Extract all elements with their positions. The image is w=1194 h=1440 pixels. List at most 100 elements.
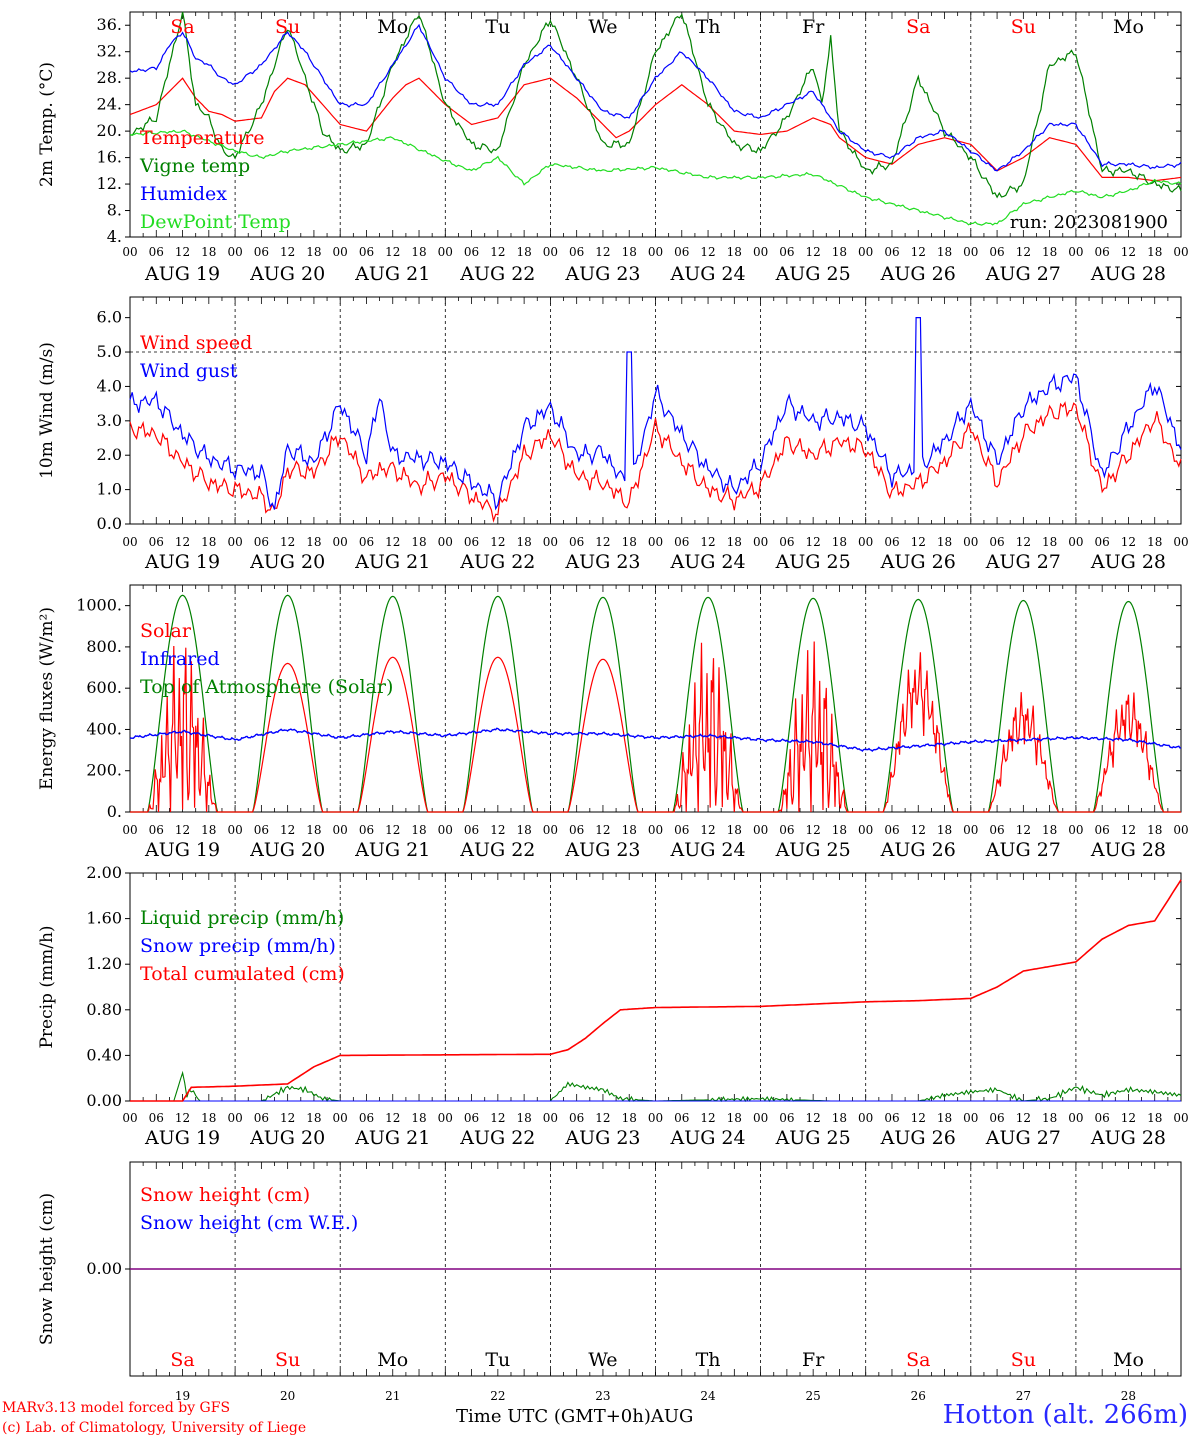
date-label: AUG 25 (775, 1127, 851, 1149)
hour-tick-label: 12 (1016, 823, 1031, 837)
series-solar (130, 641, 1181, 813)
y-tick-label: 1.0 (97, 480, 122, 499)
hour-tick-label: 18 (937, 823, 952, 837)
hour-tick-label: 06 (884, 823, 899, 837)
hour-tick-label: 18 (411, 1111, 426, 1125)
hour-tick-label: 18 (622, 823, 637, 837)
hour-tick-label: 00 (333, 1111, 348, 1125)
hour-tick-label: 00 (858, 1111, 873, 1125)
date-label: AUG 23 (564, 1127, 640, 1149)
legend-temperature: Temperature (140, 127, 264, 149)
lab-credit: (c) Lab. of Climatology, University of L… (2, 1420, 307, 1436)
legend-snow-height-cm-: Snow height (cm) (140, 1184, 310, 1206)
hour-tick-label: 18 (1147, 1111, 1162, 1125)
hour-tick-label: 06 (779, 823, 794, 837)
hour-tick-label: 06 (779, 245, 794, 259)
y-tick-label: 200. (86, 761, 122, 780)
hour-tick-label: 12 (490, 1111, 505, 1125)
hour-tick-label: 06 (674, 535, 689, 549)
hour-tick-label: 00 (438, 535, 453, 549)
hour-tick-label: 18 (727, 535, 742, 549)
date-label: AUG 26 (880, 263, 956, 285)
hour-tick-label: 00 (122, 823, 137, 837)
y-tick-label: 400. (86, 719, 122, 738)
hour-tick-label: 00 (1173, 535, 1188, 549)
date-label: AUG 27 (985, 1127, 1061, 1149)
date-label: AUG 27 (985, 839, 1061, 861)
hour-tick-label: 12 (700, 535, 715, 549)
hour-tick-label: 18 (306, 823, 321, 837)
hour-tick-label: 12 (1016, 535, 1031, 549)
y-axis-label: 2m Temp. (°C) (37, 62, 57, 187)
date-label: AUG 26 (880, 551, 956, 573)
hour-tick-label: 12 (1121, 823, 1136, 837)
date-label: AUG 27 (985, 551, 1061, 573)
hour-tick-label: 18 (832, 535, 847, 549)
hour-tick-label: 18 (727, 823, 742, 837)
hour-tick-label: 12 (175, 245, 190, 259)
legend-wind-speed: Wind speed (140, 332, 252, 354)
hour-tick-label: 00 (543, 823, 558, 837)
hour-tick-label: 12 (280, 1111, 295, 1125)
hour-tick-label: 06 (254, 1111, 269, 1125)
y-tick-label: 20. (97, 121, 122, 140)
hour-tick-label: 00 (227, 245, 242, 259)
y-tick-label: 12. (97, 174, 122, 193)
hour-tick-label: 00 (858, 535, 873, 549)
y-tick-label: 1.20 (86, 954, 122, 973)
hour-tick-label: 18 (1042, 1111, 1057, 1125)
date-label: AUG 22 (459, 1127, 535, 1149)
hour-tick-label: 00 (543, 535, 558, 549)
y-axis-label: Snow height (cm) (37, 1193, 57, 1345)
day-number-label: 28 (1121, 1389, 1136, 1403)
hour-tick-label: 00 (963, 245, 978, 259)
hour-tick-label: 06 (989, 823, 1004, 837)
day-of-week-label: We (588, 16, 617, 38)
hour-tick-label: 06 (674, 245, 689, 259)
run-label: run: 2023081900 (1010, 212, 1168, 233)
y-tick-label: 0.40 (86, 1045, 122, 1064)
y-tick-label: 24. (97, 95, 122, 114)
day-of-week-label: Fr (802, 16, 825, 38)
hour-tick-label: 12 (1016, 245, 1031, 259)
hour-tick-label: 00 (648, 535, 663, 549)
hour-tick-label: 12 (1121, 245, 1136, 259)
hour-tick-label: 18 (306, 245, 321, 259)
hour-tick-label: 00 (333, 823, 348, 837)
hour-tick-label: 12 (175, 535, 190, 549)
date-label: AUG 27 (985, 263, 1061, 285)
y-tick-label: 0.00 (86, 1091, 122, 1110)
model-credit: MARv3.13 model forced by GFS (2, 1400, 231, 1416)
panel-snow: 0.00 Snow height (cm) Sa 19 Su 20 Mo 21 Tu 22 We 23… (37, 1161, 1182, 1403)
legend-snow-height-cm-w-e-: Snow height (cm W.E.) (140, 1212, 358, 1234)
date-label: AUG 28 (1090, 551, 1166, 573)
hour-tick-label: 00 (753, 535, 768, 549)
hour-tick-label: 06 (464, 823, 479, 837)
day-of-week-label: Tu (485, 16, 510, 38)
hour-tick-label: 12 (911, 1111, 926, 1125)
hour-tick-label: 00 (753, 1111, 768, 1125)
hour-tick-label: 12 (385, 823, 400, 837)
hour-tick-label: 06 (989, 245, 1004, 259)
date-label: AUG 24 (669, 839, 745, 861)
y-tick-label: 6.0 (97, 308, 122, 327)
date-label: AUG 22 (459, 551, 535, 573)
hour-tick-label: 18 (201, 823, 216, 837)
hour-tick-label: 12 (490, 823, 505, 837)
hour-tick-label: 18 (516, 535, 531, 549)
hour-tick-label: 00 (1173, 1111, 1188, 1125)
day-of-week-label: Su (275, 1349, 300, 1371)
hour-tick-label: 18 (937, 535, 952, 549)
day-number-label: 19 (175, 1389, 190, 1403)
panel-energy: 0. 200. 400. 600. 800. 1000. Energy fluxes (W/… (37, 584, 1189, 861)
hour-tick-label: 06 (569, 535, 584, 549)
hour-tick-label: 12 (175, 823, 190, 837)
legend-snow-precip-mm-h-: Snow precip (mm/h) (140, 935, 336, 957)
y-tick-label: 0. (107, 802, 122, 821)
hour-tick-label: 12 (806, 245, 821, 259)
date-label: AUG 19 (144, 1127, 220, 1149)
hour-tick-label: 00 (1173, 245, 1188, 259)
hour-tick-label: 18 (201, 535, 216, 549)
hour-tick-label: 12 (280, 823, 295, 837)
day-of-week-label: Th (696, 16, 721, 38)
